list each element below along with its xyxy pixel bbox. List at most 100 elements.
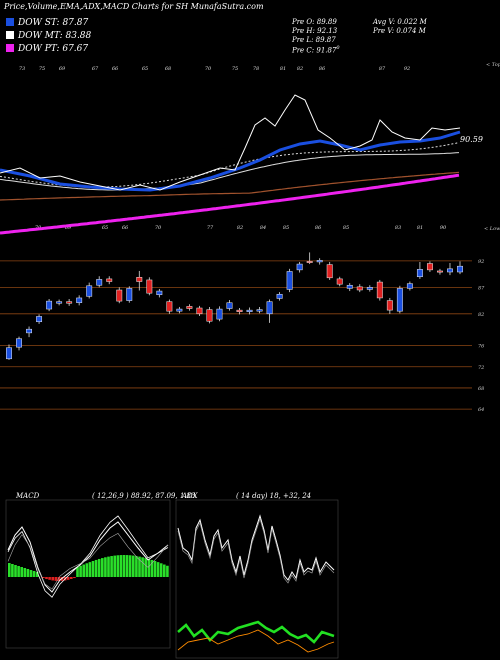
candle-body: [426, 263, 433, 271]
candle-body: [176, 308, 183, 312]
macd-histogram-bar: [101, 558, 104, 577]
macd-histogram-bar: [73, 577, 76, 579]
macd-histogram-bar: [113, 555, 116, 577]
candle-body: [146, 279, 153, 294]
candle-body: [296, 263, 303, 271]
macd-histogram-bar: [110, 556, 113, 577]
price-axis-label: 76: [478, 344, 485, 350]
candle-body: [186, 306, 193, 309]
low-label: 77: [207, 225, 214, 231]
candle-body: [346, 284, 353, 289]
top-label: 78: [253, 66, 259, 72]
candle-body: [196, 307, 203, 315]
macd-histogram-bar: [51, 577, 54, 581]
macd-histogram-bar: [54, 577, 58, 581]
price-axis-label: 64: [478, 407, 484, 413]
macd-histogram-bar: [156, 562, 160, 577]
macd-histogram-bar: [29, 570, 33, 577]
macd-histogram-bar: [97, 558, 101, 577]
macd-histogram-bar: [14, 565, 17, 577]
candle-body: [336, 278, 343, 285]
legend-swatch-mt: [6, 31, 14, 39]
candle-body: [276, 293, 283, 299]
price-axis-label: 82: [478, 312, 484, 318]
top-label: 75: [232, 66, 238, 72]
price-axis-label: 68: [478, 386, 484, 392]
macd-histogram-bar: [144, 558, 147, 577]
candle-body: [46, 300, 53, 310]
candle-body: [126, 288, 133, 301]
ema-brown-line: [0, 171, 460, 201]
macd-histogram-bar: [70, 577, 73, 579]
ema-white-line-1: [0, 152, 460, 191]
macd-histogram-bar: [42, 577, 45, 579]
legend-dow-st: DOW ST: 87.87: [6, 18, 88, 28]
candle-body: [457, 265, 463, 273]
macd-histogram-bar: [153, 561, 157, 577]
macd-histogram-bar: [79, 565, 82, 577]
macd-histogram-bar: [32, 571, 36, 577]
candle-body: [256, 309, 263, 312]
macd-histogram-bar: [26, 569, 30, 577]
legend-label-mt: DOW MT: 83.88: [18, 31, 92, 41]
stat-pre-volume: Pre V: 0.074 M: [373, 27, 426, 35]
macd-histogram-bar: [48, 577, 51, 580]
macd-histogram-bar: [91, 561, 95, 577]
candle-body: [96, 279, 103, 286]
candle-body: [326, 264, 333, 279]
macd-histogram-bar: [104, 557, 107, 577]
low-label: 81: [417, 225, 423, 231]
macd-aux-line: [7, 533, 169, 590]
top-label: 66: [112, 66, 119, 72]
top-label: 69: [59, 66, 66, 72]
legend-dow-pt: DOW PT: 67.67: [6, 44, 88, 54]
macd-histogram-bar: [163, 564, 166, 577]
candle-body: [286, 271, 293, 290]
macd-histogram-bar: [138, 556, 141, 577]
candle-body: [76, 297, 83, 303]
ema-price-line: [0, 94, 461, 191]
macd-histogram-bar: [150, 559, 154, 577]
price-axis-label: 72: [478, 365, 484, 371]
candle-body: [376, 281, 383, 299]
adx-params: ( 14 day) 18, +32, 24: [236, 492, 312, 500]
adx-label: ADX: [182, 492, 198, 500]
candle-body: [316, 260, 323, 263]
minus-di-line: [177, 629, 335, 653]
candle-body: [106, 278, 113, 282]
top-label: 81: [280, 66, 286, 72]
macd-histogram-bar: [88, 562, 92, 577]
candle-body: [116, 289, 123, 302]
candle-body: [26, 328, 32, 334]
adx-shadow-line: [177, 517, 335, 584]
top-label: 73: [19, 66, 25, 72]
macd-histogram-bar: [8, 563, 11, 577]
macd-histogram-bar: [132, 555, 135, 577]
low-label: 65: [102, 225, 108, 231]
macd-histogram-bar: [85, 563, 89, 577]
candle-body: [16, 338, 22, 348]
macd-histogram-bar: [76, 567, 79, 577]
macd-histogram-bar: [57, 577, 61, 581]
candle-body: [246, 309, 253, 312]
top-label: 70: [205, 66, 212, 72]
macd-histogram-bar: [119, 555, 123, 577]
low-label: 70: [155, 225, 162, 231]
macd-histogram-bar: [147, 558, 151, 577]
page-title: Price,Volume,EMA,ADX,MACD Charts for SH …: [4, 2, 264, 11]
low-label: 82: [237, 225, 243, 231]
low-label: 85: [283, 225, 289, 231]
candle-body: [447, 268, 453, 273]
top-label: 92: [404, 66, 410, 72]
candle-body: [216, 308, 223, 320]
ema-pt-line: [0, 173, 460, 235]
adx-line: [177, 514, 335, 581]
macd-label: MACD: [16, 492, 40, 500]
candle-body: [386, 300, 393, 311]
top-label: 68: [165, 66, 171, 72]
stat-avg-volume: Avg V: 0.022 M: [373, 18, 427, 26]
legend-label-st: DOW ST: 87.87: [18, 18, 89, 28]
macd-histogram-bar: [125, 555, 129, 577]
macd-histogram-bar: [23, 568, 27, 577]
macd-histogram-bar: [17, 566, 20, 577]
